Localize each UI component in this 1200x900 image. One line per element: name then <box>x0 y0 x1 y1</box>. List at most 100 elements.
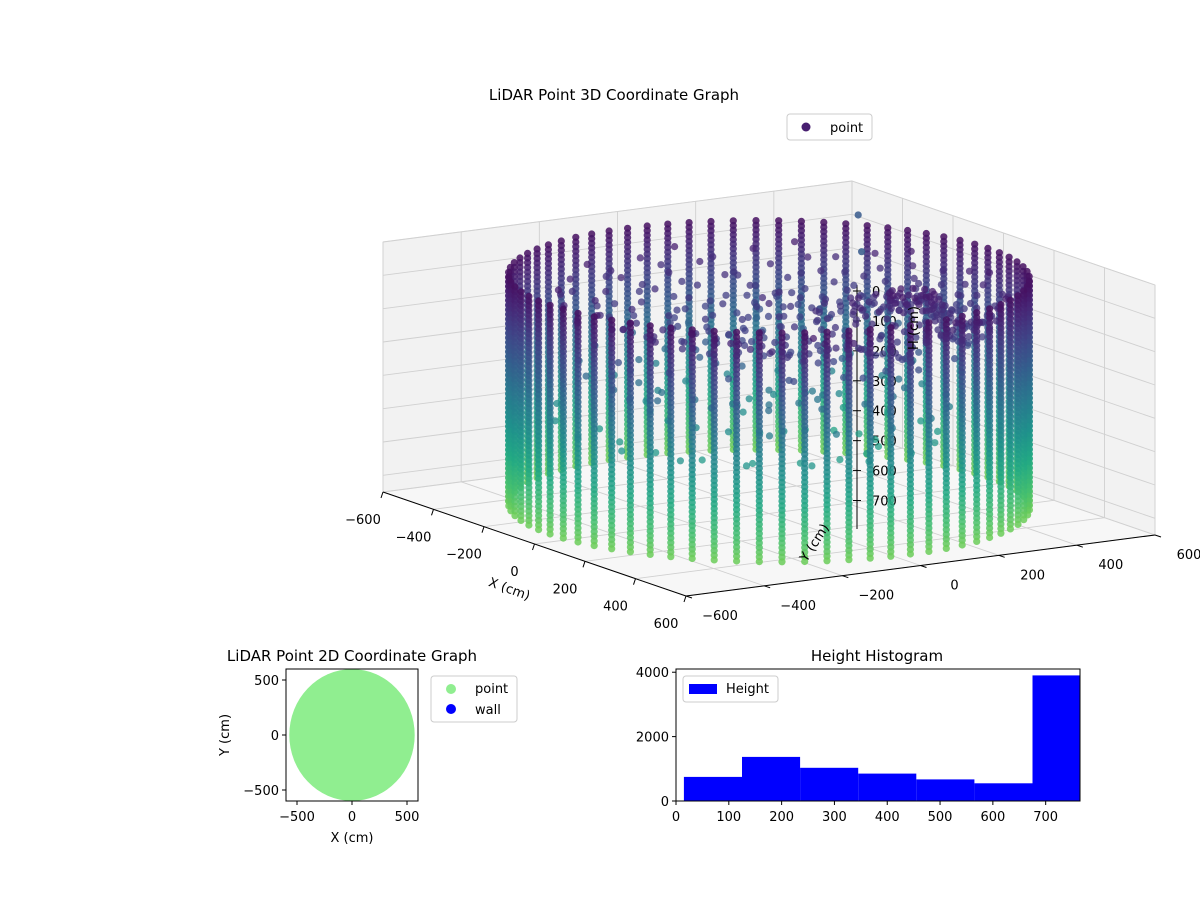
x-tick-label: −400 <box>396 530 432 545</box>
wall-point <box>958 541 966 549</box>
chart-2d-x-tick-label: 500 <box>395 810 420 825</box>
interior-point <box>676 457 685 465</box>
interior-point <box>616 438 624 446</box>
chart-2d: LiDAR Point 2D Coordinate Graph −500 0 500… <box>218 647 518 846</box>
x-tick <box>380 491 384 499</box>
interior-point <box>702 338 710 346</box>
interior-point <box>602 272 610 280</box>
interior-point <box>665 312 673 320</box>
interior-point <box>795 399 803 407</box>
interior-point <box>865 298 873 306</box>
interior-point <box>841 268 849 276</box>
wall-point <box>925 547 933 556</box>
y-tick <box>920 565 927 568</box>
wall-point <box>845 556 853 564</box>
interior-point <box>764 312 773 320</box>
interior-point <box>765 299 773 308</box>
interior-point <box>607 267 615 275</box>
interior-point <box>954 307 962 315</box>
interior-point <box>835 390 843 398</box>
chart-2d-y-tick-label: −500 <box>243 784 279 799</box>
grid-z-left <box>382 313 853 376</box>
interior-point <box>682 377 690 385</box>
interior-point <box>816 347 825 355</box>
wall-point <box>906 550 915 558</box>
histogram-bar <box>683 776 742 801</box>
interior-point <box>934 427 942 435</box>
interior-point <box>813 316 822 324</box>
x-tick <box>633 578 636 585</box>
grid-z-left <box>382 180 853 243</box>
wall-point <box>823 557 831 565</box>
interior-point <box>907 247 915 255</box>
interior-point <box>808 462 816 470</box>
interior-point <box>739 408 747 416</box>
interior-point <box>946 310 954 318</box>
interior-point <box>753 313 761 322</box>
histogram-y-tick-label: 2000 <box>636 731 669 746</box>
chart-3d-legend-frame <box>786 113 873 141</box>
interior-point <box>741 341 749 350</box>
interior-point <box>871 249 879 257</box>
interior-point <box>591 297 599 305</box>
x-tick <box>683 595 687 603</box>
interior-point <box>797 269 805 277</box>
interior-point <box>949 326 957 334</box>
interior-point <box>651 285 659 293</box>
interior-point <box>775 288 783 296</box>
interior-point <box>790 377 798 386</box>
interior-point <box>791 238 799 246</box>
interior-point <box>758 294 767 302</box>
chart-3d-legend-marker <box>801 122 811 132</box>
y-tick-label: 0 <box>950 579 958 594</box>
histogram-y-tick-label: 0 <box>661 795 669 810</box>
interior-point <box>568 287 576 295</box>
wall-point <box>608 545 616 553</box>
point-region <box>289 669 415 801</box>
wall-point <box>688 554 696 563</box>
interior-point <box>921 285 929 293</box>
interior-point <box>617 274 625 282</box>
interior-point <box>722 291 730 299</box>
interior-point <box>670 314 679 322</box>
interior-point <box>849 299 857 307</box>
y-tick <box>1076 544 1083 548</box>
interior-point <box>836 456 844 464</box>
x-tick-label: −600 <box>345 513 381 528</box>
wall-point <box>755 558 763 566</box>
interior-point <box>658 388 666 397</box>
interior-point <box>965 267 974 275</box>
interior-point <box>770 390 778 398</box>
interior-point <box>817 267 825 275</box>
interior-point <box>900 384 909 392</box>
interior-point <box>794 300 802 309</box>
wall-point <box>973 537 981 546</box>
interior-point <box>937 281 946 289</box>
interior-point <box>749 244 757 252</box>
interior-point <box>724 428 733 436</box>
chart-3d: LiDAR Point 3D Coordinate Graph −600 −400… <box>345 86 1200 632</box>
interior-point <box>698 456 706 464</box>
histogram-frame <box>675 668 1081 802</box>
interior-point <box>635 287 644 295</box>
interior-point <box>787 302 795 310</box>
interior-point <box>907 307 915 315</box>
interior-point <box>733 309 741 317</box>
wall-point <box>626 548 635 556</box>
interior-point <box>915 366 923 374</box>
histogram-legend-swatch <box>689 684 717 694</box>
interior-point <box>912 333 920 341</box>
grid-z-left <box>382 347 853 410</box>
chart-3d-points <box>505 211 1033 566</box>
y-tick-label: −200 <box>858 589 894 604</box>
interior-point <box>820 299 829 307</box>
interior-point <box>628 305 636 313</box>
interior-point <box>903 301 911 309</box>
interior-point <box>838 354 846 363</box>
interior-point <box>961 280 969 288</box>
interior-point <box>840 373 848 382</box>
interior-point <box>637 298 646 306</box>
interior-point <box>670 292 678 301</box>
interior-point <box>895 375 903 383</box>
chart-3d-xlabel: X (cm) <box>486 575 532 604</box>
